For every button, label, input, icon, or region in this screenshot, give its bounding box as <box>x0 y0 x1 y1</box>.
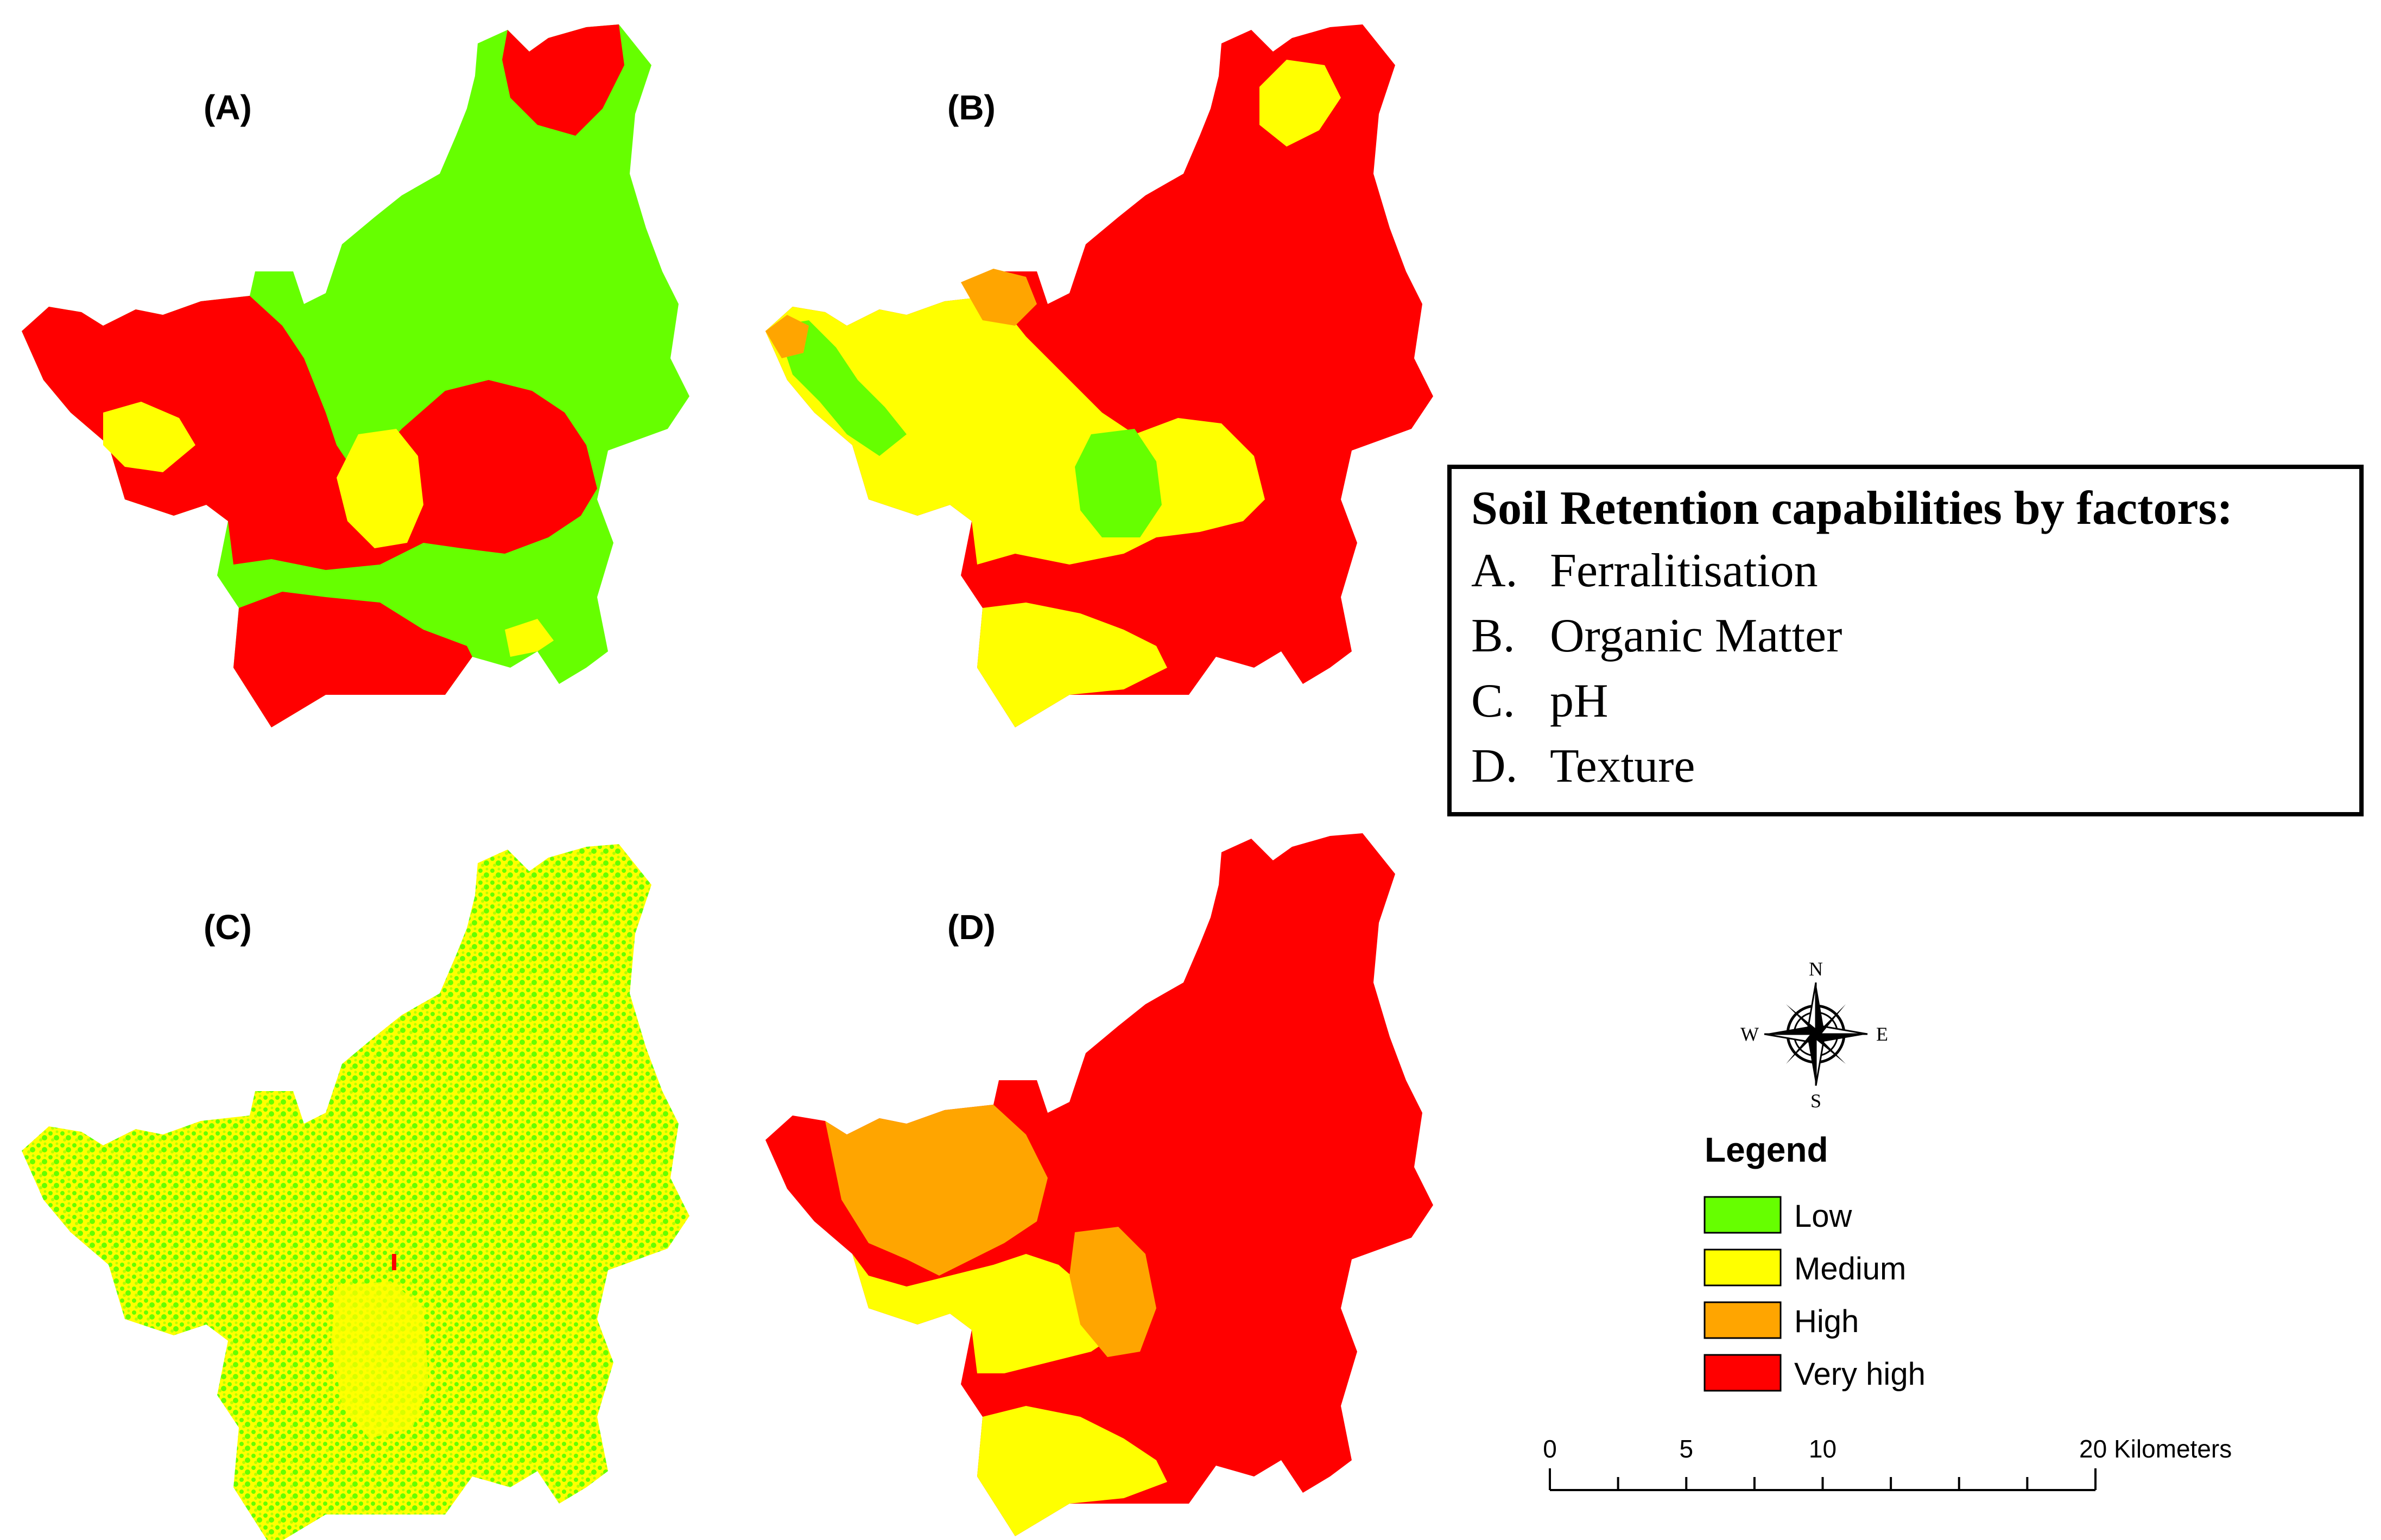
legend-swatch <box>1704 1301 1782 1339</box>
panel-label-b: (B) <box>947 88 996 127</box>
map-panel-d: (D) <box>765 833 1433 1536</box>
info-item-a: A. Ferralitisation <box>1471 544 1818 597</box>
info-item-text: Ferralitisation <box>1550 544 1818 597</box>
zone-very-high-west-a <box>22 296 597 570</box>
scale-bar-label: 0 <box>1543 1435 1557 1463</box>
legend-swatch <box>1704 1196 1782 1234</box>
compass-south: S <box>1810 1090 1821 1112</box>
zone-high-center-d <box>1069 1227 1156 1357</box>
zone-high-west-d <box>825 1105 1048 1276</box>
info-item-letter: B. <box>1471 610 1515 662</box>
zone-low-west-b <box>776 320 907 456</box>
legend: Legend Low Medium High Very high <box>1704 1130 1926 1392</box>
legend-items: Low Medium High Very high <box>1704 1196 1926 1392</box>
scale-bar-label: 5 <box>1679 1435 1693 1463</box>
info-item-b: B. Organic Matter <box>1471 610 1842 662</box>
legend-label: High <box>1794 1304 1859 1339</box>
info-item-d: D. Texture <box>1471 740 1695 793</box>
factors-info-box: Soil Retention capabilities by factors: … <box>1447 465 2364 816</box>
compass-west: W <box>1740 1023 1759 1045</box>
info-box-title: Soil Retention capabilities by factors: <box>1471 482 2233 535</box>
legend-label: Low <box>1794 1199 1853 1234</box>
zone-medium-ne-b <box>1259 60 1341 147</box>
info-item-text: Organic Matter <box>1550 610 1842 662</box>
zone-medium-center-a <box>337 429 423 548</box>
zone-medium-south-d <box>977 1406 1167 1536</box>
scale-bar-label: 20 Kilometers <box>2079 1435 2232 1463</box>
zone-high-nw-b <box>961 269 1037 326</box>
zone-high-far-west-b <box>765 315 809 358</box>
info-item-c: C. pH <box>1471 675 1609 727</box>
region-base-c <box>22 844 689 1540</box>
legend-swatch <box>1704 1249 1782 1286</box>
scale-bar-label: 10 <box>1809 1435 1837 1463</box>
panel-label-c: (C) <box>204 908 252 947</box>
info-item-text: pH <box>1550 675 1609 727</box>
zone-medium-west-a <box>103 402 195 472</box>
zone-medium-sw-d <box>814 1221 1124 1373</box>
zone-medium-band-a <box>505 619 554 657</box>
map-panel-a: (A) <box>22 24 689 727</box>
legend-swatch <box>1704 1354 1782 1392</box>
panel-label-a: (A) <box>204 88 252 127</box>
legend-item-very-high: Very high <box>1704 1354 1926 1392</box>
zone-very-high-ne-a <box>502 24 624 136</box>
info-item-letter: A. <box>1471 544 1518 597</box>
zone-very-high-south-a <box>233 592 472 727</box>
map-panel-c: (C) <box>22 844 689 1540</box>
legend-title: Legend <box>1705 1130 1828 1169</box>
legend-label: Very high <box>1794 1357 1926 1392</box>
legend-item-medium: Medium <box>1704 1249 1906 1286</box>
legend-label: Medium <box>1794 1251 1906 1286</box>
zone-medium-center-c <box>331 1281 429 1438</box>
zone-low-center-b <box>1075 429 1162 537</box>
legend-item-high: High <box>1704 1301 1859 1339</box>
legend-item-low: Low <box>1704 1196 1853 1234</box>
info-item-text: Texture <box>1550 740 1695 793</box>
compass-east: E <box>1876 1023 1888 1045</box>
info-item-letter: C. <box>1471 675 1515 727</box>
compass-north: N <box>1809 958 1823 980</box>
zone-medium-south-b <box>977 603 1167 727</box>
compass-rose-icon: N S E W <box>1740 958 1888 1112</box>
map-panel-b: (B) <box>765 24 1433 727</box>
panel-label-d: (D) <box>947 908 996 947</box>
zone-very-high-spot-c <box>392 1254 396 1270</box>
scale-bar: 0 5 10 20 Kilometers <box>1543 1435 2232 1491</box>
info-item-letter: D. <box>1471 740 1518 793</box>
